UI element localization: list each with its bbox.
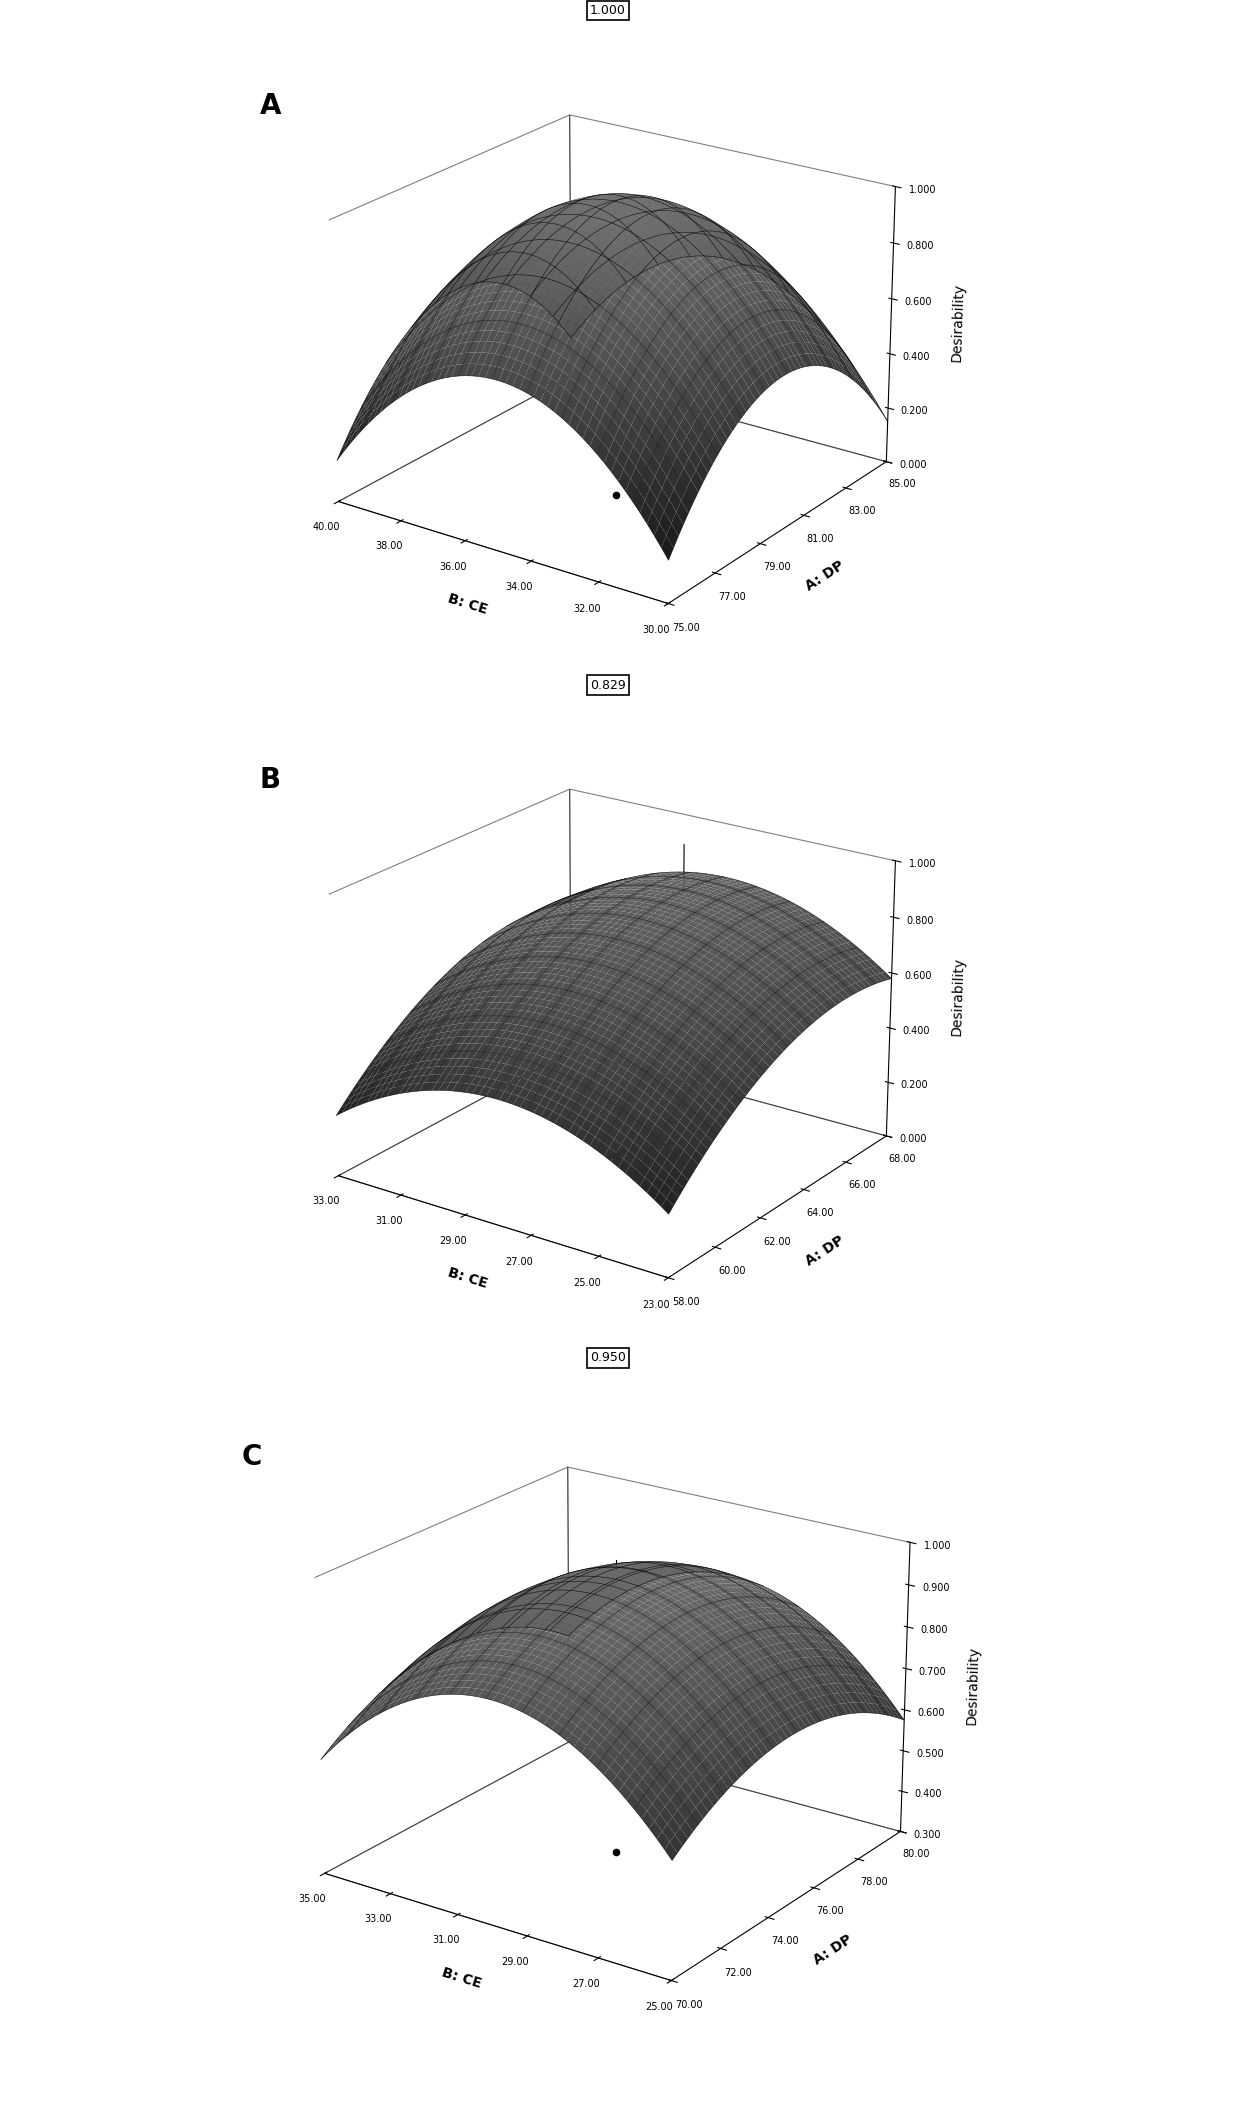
Text: B: B — [259, 767, 280, 794]
Y-axis label: A: DP: A: DP — [802, 558, 847, 594]
Text: 0.950: 0.950 — [590, 1351, 625, 1365]
Text: C: C — [242, 1443, 262, 1471]
Y-axis label: A: DP: A: DP — [811, 1932, 856, 1968]
X-axis label: B: CE: B: CE — [446, 592, 489, 617]
Text: 1.000: 1.000 — [590, 4, 625, 17]
Text: 0.829: 0.829 — [590, 678, 625, 691]
Y-axis label: A: DP: A: DP — [802, 1233, 847, 1268]
X-axis label: B: CE: B: CE — [446, 1266, 489, 1292]
X-axis label: B: CE: B: CE — [440, 1966, 484, 1991]
Text: A: A — [259, 93, 281, 120]
